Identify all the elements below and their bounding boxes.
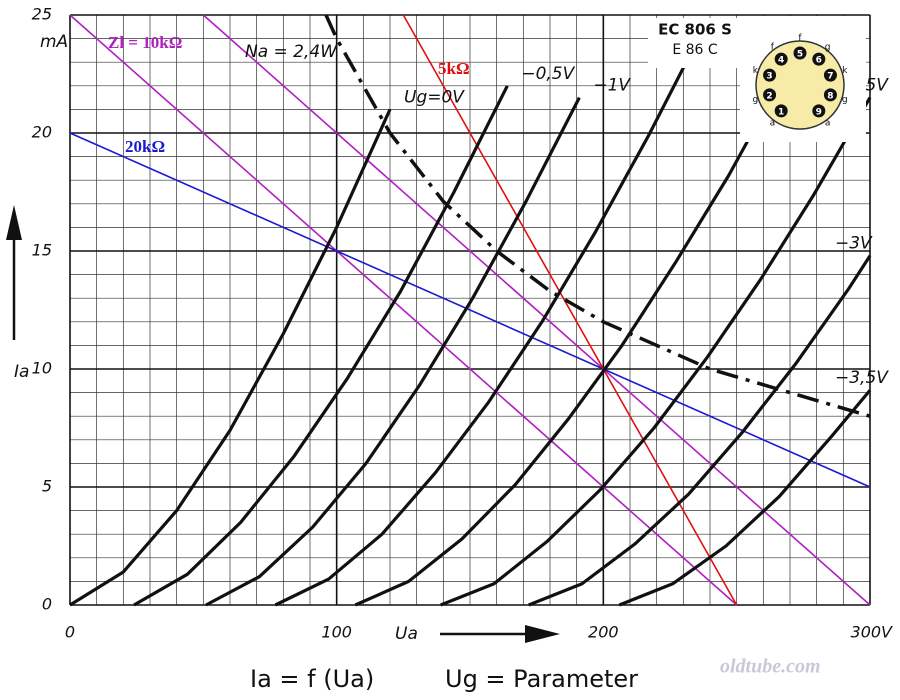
y-tick-label: 20 [32, 123, 52, 142]
pin [774, 52, 788, 66]
pin [763, 88, 777, 102]
characteristic-curve [205, 96, 581, 607]
pin [823, 88, 837, 102]
pin-label: f [798, 34, 802, 44]
load-line [202, 14, 871, 606]
load-line [402, 14, 738, 606]
pin-label: f [771, 42, 775, 52]
pin-label: k [842, 66, 848, 76]
x-tick-label: 100 [321, 623, 352, 642]
pin-number: 9 [816, 107, 822, 117]
load-line-label: Zl = 10kΩ [108, 33, 182, 52]
curve-label: −1V [593, 76, 631, 96]
type-box [648, 18, 744, 68]
pin [793, 46, 807, 60]
characteristic-curve [528, 254, 872, 607]
curve-label: −3,5V [835, 368, 889, 388]
pin-label: a [770, 119, 776, 129]
pin-number: 2 [766, 91, 772, 101]
y-tick-label: 0 [42, 595, 52, 614]
characteristic-curve [274, 30, 704, 607]
load-line [69, 14, 738, 606]
pin-number: 7 [827, 72, 833, 82]
pin [812, 52, 826, 66]
y-tick-label: 10 [32, 359, 52, 378]
characteristic-curve [354, 77, 784, 607]
x-arrow-head [525, 625, 560, 643]
characteristic-curve [618, 389, 872, 607]
tube-type: E 86 C [672, 42, 718, 58]
x-tick-label: 0 [65, 623, 75, 642]
pin [823, 68, 837, 82]
dissipation-curve [324, 14, 871, 418]
x-label: Ua [395, 624, 418, 644]
pin-number: 1 [778, 107, 784, 117]
dissipation-label: Na = 2,4W [245, 42, 338, 62]
characteristic-curve [440, 96, 872, 607]
y-unit: mA [40, 32, 68, 52]
curve-label: −0,5V [521, 64, 575, 84]
load-line-label: 5kΩ [438, 59, 470, 78]
pin-number: 5 [797, 50, 803, 60]
y-tick-label: 25 [32, 5, 52, 24]
curve-label: Ug=0V [404, 87, 465, 107]
pin-label: k [753, 66, 759, 76]
pin-label: a [825, 119, 831, 129]
pin-label: g [842, 95, 848, 105]
y-tick-label: 15 [32, 241, 52, 260]
load-line [69, 132, 871, 488]
y-arrow-head [6, 205, 22, 240]
pin-number: 8 [827, 91, 833, 101]
parameter: Ug = Parameter [445, 665, 638, 693]
pin [774, 104, 788, 118]
formula: Ia = f (Ua) [250, 665, 374, 693]
pin-label: g [825, 42, 831, 52]
characteristic-curve [133, 85, 509, 607]
pin-number: 3 [766, 72, 772, 82]
x-tick-label: 300V [851, 623, 894, 642]
y-tick-label: 5 [42, 477, 52, 496]
pin [812, 104, 826, 118]
pin-label: g [752, 95, 758, 105]
watermark: oldtube.com [720, 656, 821, 678]
tube-type: EC 806 S [658, 21, 732, 39]
y-label: Ia [14, 362, 29, 382]
curve-label: −3V [835, 234, 873, 254]
pin-number: 4 [778, 56, 784, 66]
x-tick-label: 200 [588, 623, 619, 642]
characteristic-curve [69, 108, 392, 607]
pin [763, 68, 777, 82]
load-line-label: 20kΩ [125, 137, 165, 156]
pin-number: 6 [816, 56, 822, 66]
